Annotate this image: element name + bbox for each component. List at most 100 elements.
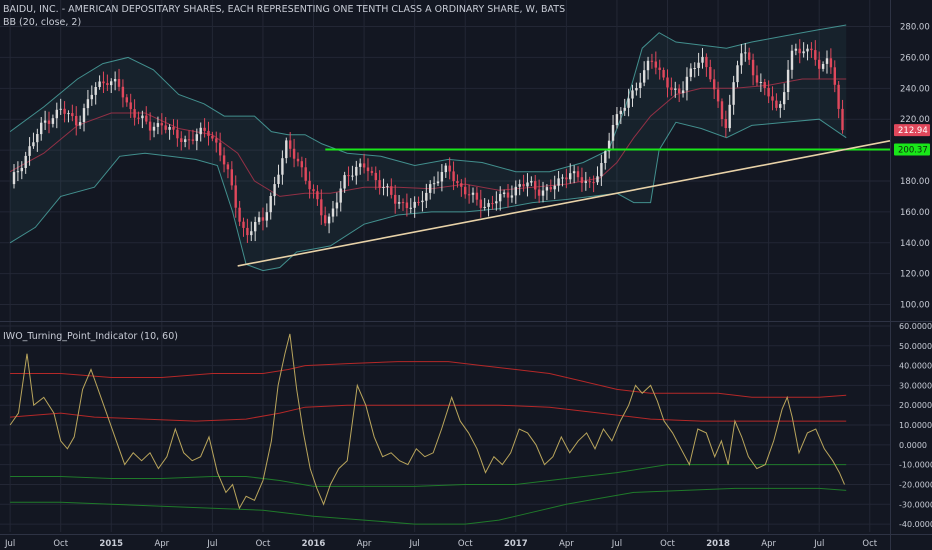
time-tick-label: Apr — [559, 539, 574, 549]
candle — [405, 193, 409, 217]
candle — [121, 79, 125, 108]
candle — [674, 81, 677, 98]
osc-tick-label: -40.0000 — [899, 520, 932, 529]
candle-body — [522, 184, 525, 187]
candle-body — [281, 158, 284, 175]
candle — [378, 170, 381, 195]
candle-body — [514, 186, 517, 196]
candle-body — [444, 165, 447, 173]
candle — [479, 189, 482, 218]
candle-body — [650, 60, 654, 62]
candle — [802, 42, 805, 58]
candle-body — [467, 194, 471, 196]
candle — [514, 180, 517, 204]
candle — [821, 61, 825, 72]
candle-body — [635, 88, 638, 91]
candle — [678, 84, 681, 103]
candle — [833, 60, 836, 93]
candle — [755, 65, 759, 87]
candle — [643, 61, 646, 87]
price-tick-label: 280.00 — [900, 23, 930, 33]
candle — [798, 39, 801, 64]
candle — [199, 122, 202, 142]
candle-body — [32, 142, 35, 147]
candle — [289, 132, 292, 158]
candle — [180, 131, 183, 151]
axes: 280.00260.00240.00220.00200.00180.00160.… — [4, 23, 932, 549]
candle — [464, 177, 467, 199]
candle — [650, 53, 654, 69]
candle — [141, 110, 144, 129]
oscillator-pane — [9, 333, 847, 525]
candle — [623, 98, 626, 116]
candle-body — [269, 196, 272, 213]
candle-body — [176, 129, 179, 139]
candle — [436, 171, 440, 186]
candle-body — [257, 217, 261, 222]
candle — [16, 161, 20, 182]
candle — [113, 71, 117, 91]
candle-body — [75, 116, 78, 126]
candle — [51, 114, 55, 128]
candle-body — [20, 167, 23, 172]
candle-body — [565, 177, 568, 180]
candle-body — [366, 167, 370, 172]
candle-body — [374, 172, 377, 181]
candle — [78, 115, 82, 130]
candle-body — [362, 163, 366, 168]
candle-body — [748, 52, 751, 60]
candle — [471, 187, 475, 203]
candle — [534, 174, 537, 199]
candle — [666, 69, 669, 98]
candle — [425, 183, 428, 208]
candle-body — [184, 139, 187, 142]
candle-body — [94, 87, 97, 95]
candle — [355, 160, 358, 185]
candle-body — [207, 130, 210, 136]
candle-body — [534, 181, 537, 190]
candle-body — [137, 117, 140, 119]
candle — [339, 181, 342, 212]
candle-body — [810, 48, 813, 51]
candle-body — [432, 183, 436, 185]
candle-body — [359, 163, 362, 167]
candle-body — [156, 123, 160, 127]
candle-body — [491, 203, 494, 205]
candle-body — [277, 174, 280, 184]
candle — [475, 186, 479, 206]
time-tick-label: Jul — [206, 539, 217, 549]
candle-body — [720, 101, 724, 119]
candle — [740, 44, 743, 74]
time-tick-label: Jul — [611, 539, 622, 549]
candle-body — [36, 134, 39, 143]
candle-body — [464, 186, 467, 195]
candle-body — [825, 58, 829, 64]
candle-body — [818, 59, 821, 69]
candle — [230, 161, 233, 190]
candle — [452, 161, 455, 191]
candle-body — [456, 181, 459, 184]
candle-body — [300, 161, 303, 168]
candle-body — [518, 184, 521, 187]
candle — [390, 178, 393, 199]
candle — [110, 78, 113, 94]
candle-body — [417, 201, 420, 203]
candle-body — [222, 155, 226, 165]
candle-body — [401, 202, 405, 204]
candle — [36, 128, 39, 152]
candle — [576, 166, 580, 182]
candle — [736, 60, 739, 88]
time-tick-label: Jul — [409, 539, 420, 549]
candle-body — [254, 222, 257, 232]
candle-body — [806, 48, 809, 52]
candle-body — [117, 79, 121, 87]
candle — [370, 166, 374, 176]
candle — [304, 157, 307, 185]
candle-body — [86, 99, 90, 109]
candle — [413, 196, 416, 218]
candle — [639, 72, 642, 98]
candle — [432, 176, 436, 194]
candle — [580, 167, 584, 192]
candle — [397, 195, 401, 209]
candle — [343, 171, 346, 193]
